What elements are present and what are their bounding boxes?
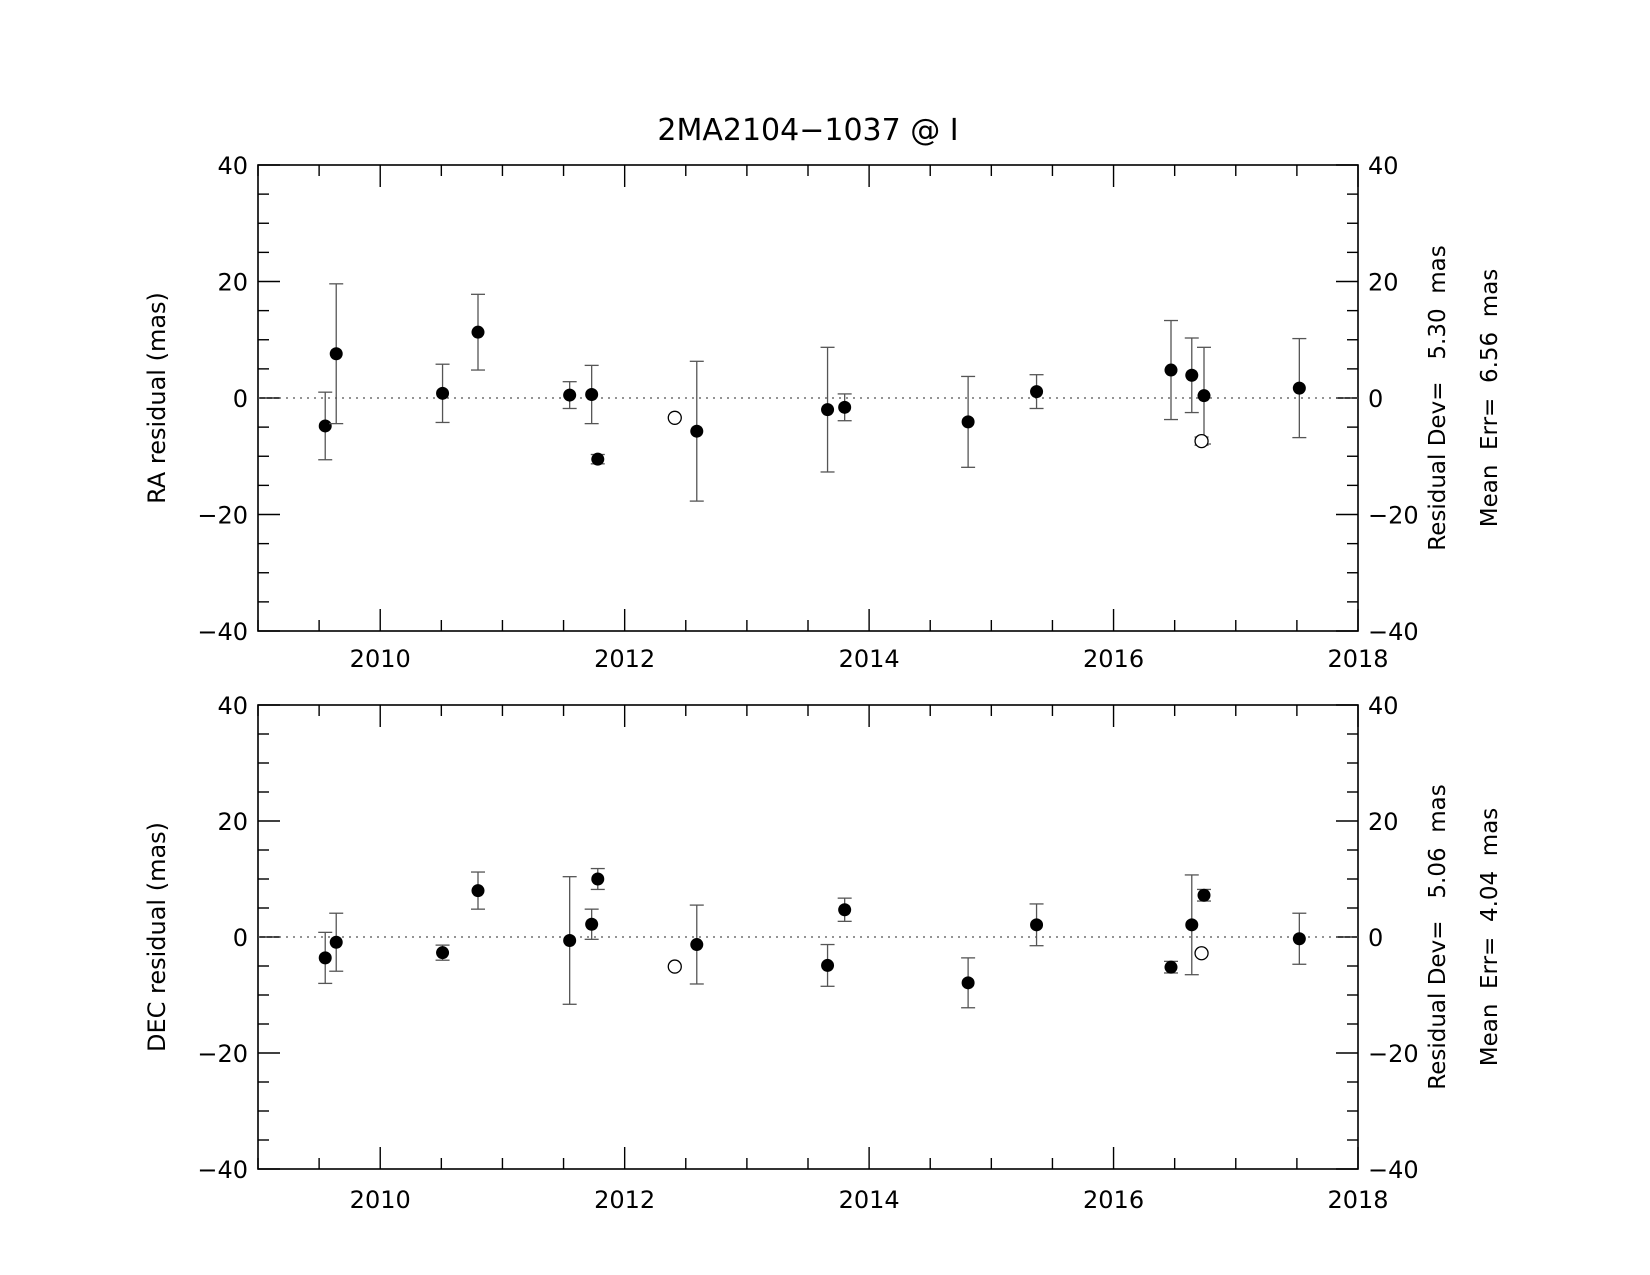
ra-plot-frame bbox=[257, 164, 1359, 632]
ra-data-point bbox=[1164, 363, 1178, 377]
dec-data-point bbox=[838, 903, 852, 917]
ra-stats-residual-dev: Residual Dev= 5.30 mas bbox=[1425, 245, 1451, 550]
ra-y-tick-label: −40 bbox=[197, 618, 248, 646]
dec-data-point bbox=[961, 976, 975, 990]
dec-y-tick-label-right: −40 bbox=[1368, 1156, 1419, 1184]
dec-data-point bbox=[1030, 918, 1044, 932]
ra-stats-mean-err: Mean Err= 6.56 mas bbox=[1477, 269, 1503, 528]
chart-title: 2MA2104−1037 @ I bbox=[657, 113, 958, 148]
dec-data-point bbox=[318, 951, 332, 965]
ra-y-axis-label: RA residual (mas) bbox=[143, 292, 171, 504]
dec-rejected-point bbox=[667, 959, 682, 974]
ra-x-tick-label: 2016 bbox=[1083, 645, 1144, 673]
dec-y-tick-label: −40 bbox=[197, 1156, 248, 1184]
dec-x-tick-label: 2014 bbox=[839, 1186, 900, 1214]
ra-data-point bbox=[585, 388, 599, 402]
dec-data-point bbox=[1197, 888, 1211, 902]
dec-data-point bbox=[329, 935, 343, 949]
dec-y-tick-label: 20 bbox=[217, 808, 248, 836]
dec-y-tick-label-right: 20 bbox=[1368, 808, 1399, 836]
ra-data-point bbox=[591, 452, 605, 466]
dec-data-point bbox=[585, 917, 599, 931]
dec-x-tick-label: 2012 bbox=[594, 1186, 655, 1214]
ra-rejected-point bbox=[1194, 433, 1209, 449]
ra-y-tick-label-right: 0 bbox=[1368, 385, 1383, 413]
dec-stats-mean-err: Mean Err= 4.04 mas bbox=[1477, 808, 1503, 1067]
dec-data-point bbox=[1164, 960, 1178, 974]
ra-data-point bbox=[821, 403, 835, 417]
ra-data-point bbox=[690, 424, 704, 438]
dec-rejected-point bbox=[1194, 946, 1209, 961]
ra-data-point bbox=[471, 325, 485, 339]
ra-y-tick-label: 0 bbox=[233, 385, 248, 413]
dec-data-point bbox=[563, 933, 577, 947]
dec-x-tick-label: 2010 bbox=[350, 1186, 411, 1214]
ra-x-tick-label: 2014 bbox=[839, 645, 900, 673]
dec-y-tick-label-right: 40 bbox=[1368, 692, 1399, 720]
dec-panel: 2010 2012 2014 2016 2018−40 −40−20 −200 020 2040… bbox=[143, 692, 1503, 1214]
ra-y-tick-label: 20 bbox=[217, 269, 248, 297]
ra-data-point bbox=[318, 419, 332, 433]
ra-data-point bbox=[1197, 389, 1211, 403]
ra-data-point bbox=[1292, 381, 1306, 395]
dec-x-tick-label: 2018 bbox=[1327, 1186, 1388, 1214]
ra-rejected-point bbox=[667, 410, 682, 425]
dec-plot-frame bbox=[257, 704, 1359, 1170]
ra-y-tick-label-right: −40 bbox=[1368, 618, 1419, 646]
dec-x-tick-label: 2016 bbox=[1083, 1186, 1144, 1214]
dec-data-point bbox=[1292, 932, 1306, 946]
ra-data-point bbox=[563, 388, 577, 402]
ra-panel: 2010 2012 2014 2016 2018−40 −40−20 −200 020 2040… bbox=[143, 113, 1503, 673]
ra-y-tick-label: −20 bbox=[197, 502, 248, 530]
dec-stats-residual-dev: Residual Dev= 5.06 mas bbox=[1425, 784, 1451, 1089]
ra-x-tick-label: 2018 bbox=[1327, 645, 1388, 673]
ra-data-point bbox=[436, 386, 450, 400]
ra-y-tick-label-right: −20 bbox=[1368, 502, 1419, 530]
ra-x-tick-label: 2012 bbox=[594, 645, 655, 673]
ra-y-tick-label-right: 40 bbox=[1368, 152, 1399, 180]
ra-data-point bbox=[329, 347, 343, 361]
dec-y-axis-label: DEC residual (mas) bbox=[143, 822, 171, 1052]
ra-y-tick-label-right: 20 bbox=[1368, 269, 1399, 297]
ra-y-tick-label: 40 bbox=[217, 152, 248, 180]
dec-data-point bbox=[690, 938, 704, 952]
dec-data-point bbox=[471, 884, 485, 898]
dec-y-tick-label: 0 bbox=[233, 924, 248, 952]
ra-data-point bbox=[1185, 368, 1199, 382]
ra-data-point bbox=[961, 415, 975, 429]
dec-data-point bbox=[1185, 918, 1199, 932]
dec-y-tick-label-right: −20 bbox=[1368, 1040, 1419, 1068]
dec-y-tick-label-right: 0 bbox=[1368, 924, 1383, 952]
dec-y-tick-label: −20 bbox=[197, 1040, 248, 1068]
dec-data-point bbox=[821, 958, 835, 972]
dec-data-point bbox=[591, 872, 605, 886]
ra-data-point bbox=[1030, 385, 1044, 399]
dec-y-tick-label: 40 bbox=[217, 692, 248, 720]
ra-data-point bbox=[838, 400, 852, 414]
ra-x-tick-label: 2010 bbox=[350, 645, 411, 673]
dec-data-point bbox=[436, 946, 450, 960]
